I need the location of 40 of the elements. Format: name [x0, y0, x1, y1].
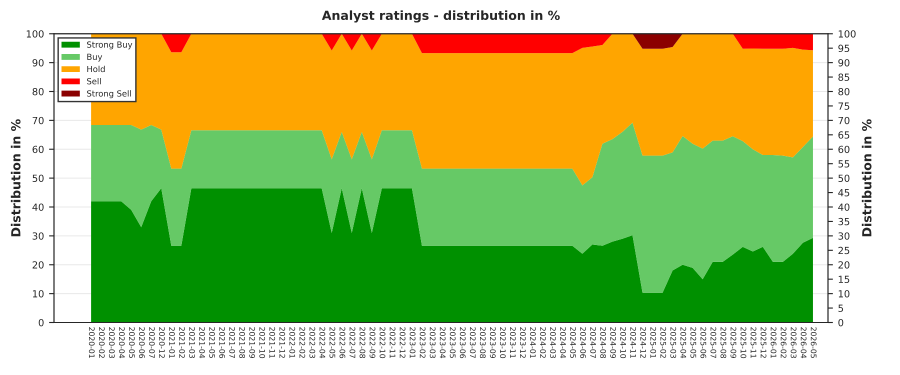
- y2-tick-label: 0: [838, 318, 844, 326]
- legend-label: Strong Sell: [87, 90, 131, 98]
- y2-tick-label: 70: [838, 116, 850, 124]
- y2-tick-label: 50: [838, 174, 850, 182]
- y2-tick-label: 10: [838, 290, 850, 298]
- y2-tick-label: 40: [838, 203, 850, 211]
- y-tick-label: 30: [32, 232, 44, 240]
- y2-tick-label: 60: [838, 146, 850, 154]
- y-axis-title: Distribution in %: [10, 119, 21, 236]
- legend-label: Strong Buy: [87, 41, 132, 50]
- chart-title: Analyst ratings - distribution in %: [322, 10, 560, 23]
- y-tick-label: 80: [32, 88, 44, 96]
- y-tick-label: 20: [32, 261, 44, 269]
- y-tick-label: 40: [32, 203, 44, 211]
- y-tick-label: 100: [26, 30, 44, 38]
- y2-tick-label: 55: [838, 160, 850, 168]
- y-tick-label: 50: [32, 174, 44, 182]
- legend-label: Sell: [87, 78, 101, 84]
- y2-tick-label: 20: [838, 261, 850, 269]
- y-tick-label: 70: [32, 116, 44, 124]
- y2-tick-label: 5: [838, 304, 844, 312]
- y2-tick-label: 30: [838, 232, 850, 240]
- y-tick-label: 0: [38, 318, 44, 326]
- legend-label: Hold: [87, 66, 105, 72]
- y2-tick-label: 45: [838, 189, 850, 196]
- y2-axis-title: Distribution in %: [862, 119, 872, 236]
- y2-tick-label: 90: [838, 59, 850, 66]
- y-tick-label: 10: [32, 290, 44, 298]
- y2-tick-label: 35: [838, 218, 850, 226]
- y2-tick-label: 100: [838, 30, 856, 38]
- y2-tick-label: 95: [838, 44, 850, 52]
- y2-tick-label: 15: [838, 276, 850, 284]
- legend-label: Buy: [87, 54, 102, 62]
- y-tick-label: 90: [32, 59, 44, 66]
- y2-tick-label: 25: [838, 246, 850, 254]
- y-tick-label: 60: [32, 146, 44, 154]
- y2-tick-label: 80: [838, 88, 850, 96]
- y2-tick-label: 85: [838, 74, 850, 81]
- y2-tick-label: 75: [838, 102, 850, 110]
- y2-tick-label: 65: [838, 131, 850, 139]
